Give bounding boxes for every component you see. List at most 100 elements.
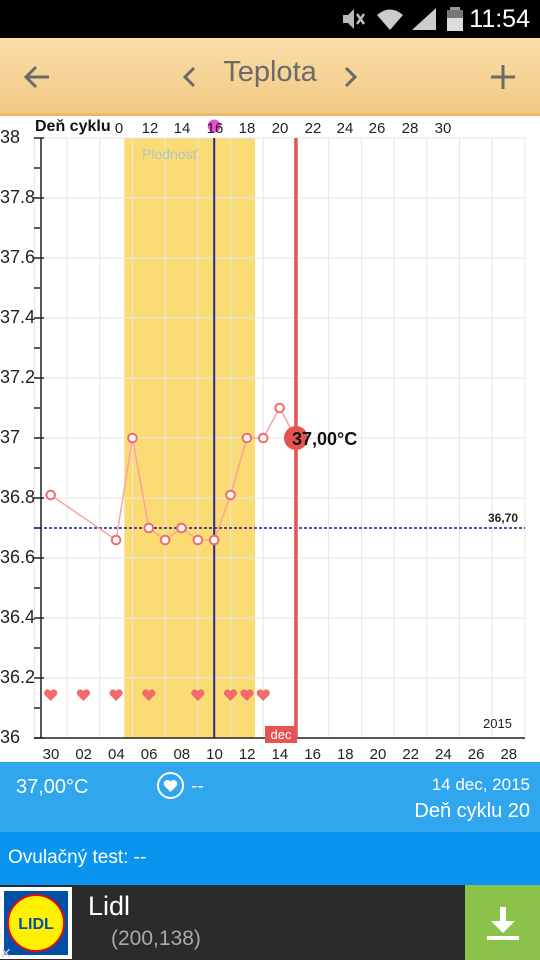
date-label: 20 <box>369 746 387 762</box>
cycle-day-label: 24 <box>336 120 354 137</box>
plus-icon <box>491 65 515 89</box>
chevron-left-icon <box>182 66 196 88</box>
ad-close-button[interactable]: ✕ <box>0 945 12 960</box>
arrow-left-icon <box>23 65 49 89</box>
cycle-day-label: 22 <box>304 120 322 137</box>
fertility-label: Plodnosť <box>142 146 198 162</box>
y-tick-label: 36.8 <box>0 487 36 507</box>
date-label: 06 <box>140 746 158 762</box>
temperature-point <box>192 534 204 546</box>
date-label: 08 <box>173 746 191 762</box>
temperature-chart[interactable]: 38 37.8 37.6 37.4 37.2 37 36.8 36.6 36.4 36.2 36 0… <box>0 116 540 762</box>
date-label: 24 <box>435 746 452 762</box>
date-label: 30 <box>42 746 60 762</box>
mute-icon <box>343 9 366 29</box>
y-tick-label: 37 <box>0 427 21 447</box>
heart-icon <box>163 779 178 792</box>
date-label: 26 <box>467 746 485 762</box>
y-tick-label: 36 <box>0 727 21 747</box>
cycle-day-label: 18 <box>238 120 256 137</box>
temperature-value: 37,00°C <box>16 776 89 798</box>
intercourse-heart <box>44 689 58 701</box>
cycle-day-label: 20 <box>271 120 289 137</box>
date-label: 18 <box>336 746 354 762</box>
temperature-point <box>257 432 269 444</box>
date-label: 14 <box>271 746 289 762</box>
temperature-point <box>127 432 138 444</box>
temperature-point <box>110 534 122 546</box>
app-bar: Teplota <box>0 38 540 116</box>
cycle-day: Deň cyklu 20 <box>414 800 530 822</box>
temperature-point <box>176 522 187 534</box>
ad-banner[interactable]: LIDL Lidl (200,138) <box>0 885 540 960</box>
intercourse-heart <box>109 689 123 701</box>
temperature-point <box>45 489 57 501</box>
intercourse-indicator <box>157 772 184 799</box>
date-label: 22 <box>402 746 420 762</box>
back-button[interactable] <box>12 52 62 102</box>
y-tick-label: 37.4 <box>0 307 36 327</box>
month-badge: dec <box>265 726 297 743</box>
intercourse-heart <box>223 689 238 701</box>
chevron-right-icon <box>344 66 358 88</box>
y-tick-label: 38 <box>0 127 21 147</box>
cycle-axis-label: Deň cyklu <box>35 118 113 136</box>
ad-subtitle: (200,138) <box>111 927 201 950</box>
temperature-point <box>274 402 285 414</box>
y-tick-label: 36.6 <box>0 547 36 567</box>
reference-temperature-label: 36,70 <box>488 511 519 525</box>
ovulation-test-panel[interactable]: Ovulačný test: -- <box>0 832 540 885</box>
svg-text:LIDL: LIDL <box>18 916 54 933</box>
temperature-point <box>225 489 236 501</box>
date-label: 10 <box>206 746 223 762</box>
next-button[interactable] <box>325 52 375 102</box>
intercourse-heart <box>240 689 254 701</box>
date-label: 04 <box>108 746 125 762</box>
selected-temperature-point <box>283 426 308 450</box>
temperature-point <box>208 534 220 546</box>
intercourse-heart <box>256 689 270 701</box>
selected-date: 14 dec, 2015 <box>431 775 530 794</box>
y-tick-label: 37.6 <box>0 247 36 267</box>
chart-canvas <box>33 119 526 739</box>
date-label: 12 <box>238 746 256 762</box>
ovulation-marker <box>207 119 221 133</box>
cycle-day-label: 0 <box>114 120 124 137</box>
cycle-day-label: 28 <box>401 120 419 137</box>
y-tick-label: 37.2 <box>0 367 36 387</box>
status-bar: 11:54 <box>0 0 540 38</box>
cycle-day-label: 16 <box>206 120 224 137</box>
battery-icon <box>447 7 463 31</box>
wifi-icon <box>377 9 403 30</box>
download-button[interactable] <box>465 885 540 960</box>
y-tick-label: 36.2 <box>0 667 36 687</box>
cycle-day-label: 26 <box>368 120 386 137</box>
signal-icon <box>412 8 436 30</box>
day-info-panel[interactable]: 37,00°C -- 14 dec, 2015 Deň cyklu 20 <box>0 762 540 832</box>
previous-button[interactable] <box>165 52 215 102</box>
y-tick-label: 36.4 <box>0 607 36 627</box>
date-label: 02 <box>75 746 93 762</box>
temperature-point <box>241 432 253 444</box>
cycle-day-label: 14 <box>173 120 191 137</box>
intercourse-value: -- <box>191 776 204 797</box>
year-label: 2015 <box>483 716 512 731</box>
date-label: 16 <box>304 746 321 762</box>
date-label: 28 <box>500 746 518 762</box>
page-title: Teplota <box>223 56 317 88</box>
ad-title: Lidl <box>88 891 131 921</box>
selected-temperature-label: 37,00°C <box>292 429 358 449</box>
cycle-day-label: 30 <box>434 120 452 137</box>
intercourse-heart <box>76 689 91 701</box>
download-icon <box>486 906 519 940</box>
intercourse-heart <box>191 689 205 701</box>
add-button[interactable] <box>478 52 528 102</box>
temperature-point <box>159 534 171 546</box>
lidl-logo: LIDL <box>0 887 72 959</box>
clock: 11:54 <box>469 5 530 33</box>
temperature-point <box>143 522 155 534</box>
y-tick-label: 37.8 <box>0 187 36 207</box>
ovulation-test-label: Ovulačný test: -- <box>8 847 147 868</box>
intercourse-heart <box>142 689 156 701</box>
cycle-day-label: 12 <box>141 120 159 137</box>
